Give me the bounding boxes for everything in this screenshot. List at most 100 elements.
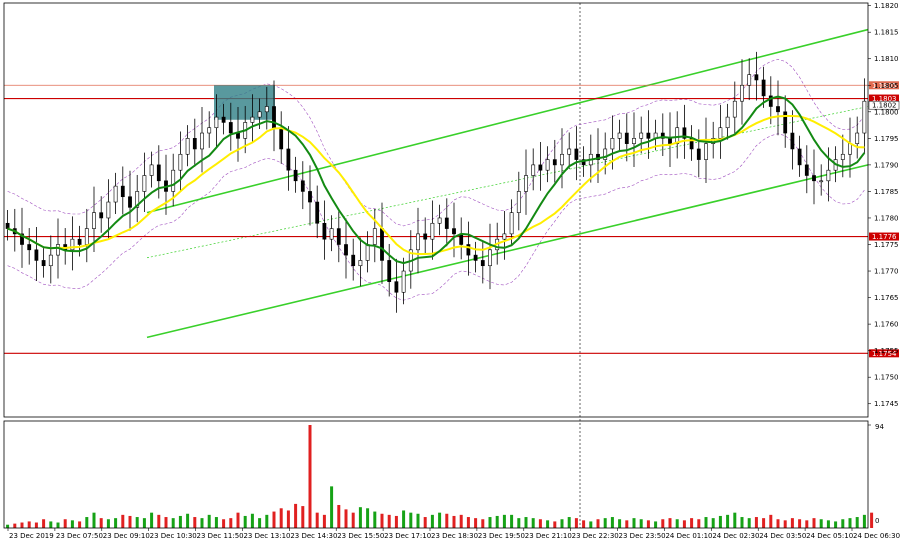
time-tick-label: 24 Dec 05:10 xyxy=(806,532,853,540)
candle-body xyxy=(862,100,867,134)
candle-body xyxy=(279,127,284,150)
level-tag-label-middle: 1.1776 xyxy=(872,233,897,241)
level-tag-label-lower: 1.1754 xyxy=(872,350,897,358)
candle-body xyxy=(70,238,75,251)
volume-bar xyxy=(63,519,67,528)
candle-body xyxy=(56,244,60,256)
candle-body xyxy=(840,153,845,160)
volume-bar xyxy=(870,512,874,528)
volume-bar xyxy=(373,511,377,528)
volume-bar xyxy=(272,511,276,528)
level-tag-top xyxy=(869,81,899,90)
volume-bar xyxy=(639,519,643,528)
volume-bar xyxy=(394,515,398,528)
volume-bar xyxy=(747,518,751,528)
candle-body xyxy=(488,249,492,267)
volume-bar xyxy=(459,514,463,528)
candle-body xyxy=(149,164,154,176)
candle-body xyxy=(272,106,276,129)
volume-bar xyxy=(358,507,362,528)
candle-body xyxy=(610,138,615,150)
volume-bar xyxy=(301,506,305,528)
volume-bar xyxy=(452,515,456,528)
volume-bar xyxy=(502,514,506,528)
candle-body xyxy=(99,212,104,219)
time-tick-label: 24 Dec 01:10 xyxy=(665,532,712,540)
ma-slow-line xyxy=(7,115,865,255)
candle-body xyxy=(812,175,816,182)
volume-bar xyxy=(279,508,283,528)
channel-upper-line xyxy=(146,28,869,214)
volume-bar xyxy=(34,522,38,528)
candle-body xyxy=(48,254,53,267)
candle-body xyxy=(639,132,644,139)
volume-bar xyxy=(546,520,550,528)
candle-body xyxy=(84,228,89,245)
volume-bar xyxy=(20,522,24,528)
volume-bar xyxy=(27,521,31,528)
candle-body xyxy=(365,244,370,261)
volume-bar xyxy=(380,513,384,528)
volume-bar xyxy=(466,517,470,528)
time-tick-label: 23 Dec 2019 xyxy=(9,532,54,540)
volume-bar xyxy=(855,517,859,528)
volume-bar xyxy=(567,517,571,528)
candle-body xyxy=(315,201,320,224)
candle-body xyxy=(480,260,485,267)
candle-body xyxy=(848,143,852,155)
volume-bar xyxy=(308,425,312,528)
volume-bar xyxy=(330,486,334,528)
volume-bar xyxy=(438,512,442,528)
volume-bar xyxy=(186,513,190,528)
candle-body xyxy=(300,180,305,192)
candle-body xyxy=(646,132,651,139)
volume-bar xyxy=(510,514,514,528)
volume-bar xyxy=(222,519,226,528)
candle-body xyxy=(128,196,132,208)
price-tick-label: 1.1770 xyxy=(874,268,899,276)
candle-body xyxy=(603,148,608,160)
volume-bar xyxy=(193,517,197,528)
volume-bar xyxy=(798,519,802,528)
volume-bar xyxy=(171,518,175,528)
volume-bar xyxy=(85,517,89,528)
candle-body xyxy=(387,260,392,282)
time-tick-label: 23 Dec 13:10 xyxy=(243,532,290,540)
volume-bar xyxy=(740,517,744,528)
candle-body xyxy=(516,191,521,213)
candle-body xyxy=(668,138,672,144)
candle-body xyxy=(826,169,831,182)
candle-body xyxy=(768,95,773,107)
volume-bar xyxy=(517,518,521,528)
volume-bar xyxy=(783,520,787,528)
time-tick-label: 24 Dec 03:50 xyxy=(759,532,806,540)
time-tick-label: 23 Dec 17:10 xyxy=(384,532,431,540)
volume-bar xyxy=(56,522,60,528)
volume-bar xyxy=(157,514,161,528)
volume-bar xyxy=(286,510,290,528)
volume-bar xyxy=(553,521,557,528)
volume-bar xyxy=(315,512,319,528)
price-tick-label: 1.1760 xyxy=(874,321,899,329)
trend-channel xyxy=(146,28,869,339)
candle-body xyxy=(142,175,147,192)
candle-body xyxy=(372,228,377,245)
price-tick-label: 1.1810 xyxy=(874,55,899,63)
candle-body xyxy=(264,106,269,113)
candle-body xyxy=(171,169,176,192)
candle-body xyxy=(545,159,550,171)
volume-bar xyxy=(207,514,211,528)
volume-bar xyxy=(106,519,110,528)
level-tag-middle xyxy=(869,232,899,241)
time-tick-label: 23 Dec 23:50 xyxy=(619,532,666,540)
volume-bar xyxy=(337,504,341,528)
price-tick-label: 1.1775 xyxy=(874,241,899,249)
candle-body xyxy=(466,244,471,256)
volume-bar xyxy=(776,519,780,528)
envelope-lower xyxy=(7,133,865,301)
volume-bar xyxy=(610,517,614,528)
candle-body xyxy=(113,185,118,203)
volume-bar xyxy=(625,520,629,528)
candle-body xyxy=(200,132,204,150)
volume-pane-frame xyxy=(3,420,869,529)
